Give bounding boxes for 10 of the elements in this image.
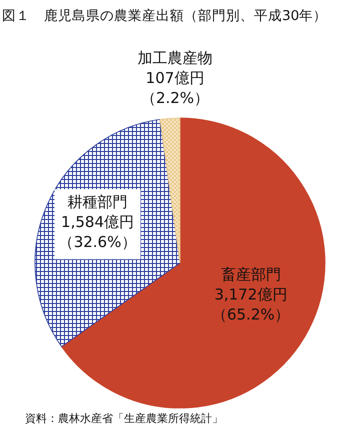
text: 資料：農林水産省「生産農業所得統計」 — [25, 412, 223, 425]
data-label: 1,584億円（32.6%） — [58, 213, 136, 252]
slice-label: 畜産部門 — [220, 266, 281, 284]
chart-title: 図１ 鹿児島県の農業産出額（部門別、平成30年） — [2, 8, 328, 24]
data-label: 3,172億円（65.2%） — [212, 286, 290, 324]
pie-slice — [61, 118, 326, 408]
slice-label: 加工農産物 — [138, 49, 212, 67]
slice-label: 耕種部門 — [68, 193, 128, 212]
pie-slice — [160, 118, 180, 264]
data-label: 107億円（2.2%） — [140, 69, 210, 107]
